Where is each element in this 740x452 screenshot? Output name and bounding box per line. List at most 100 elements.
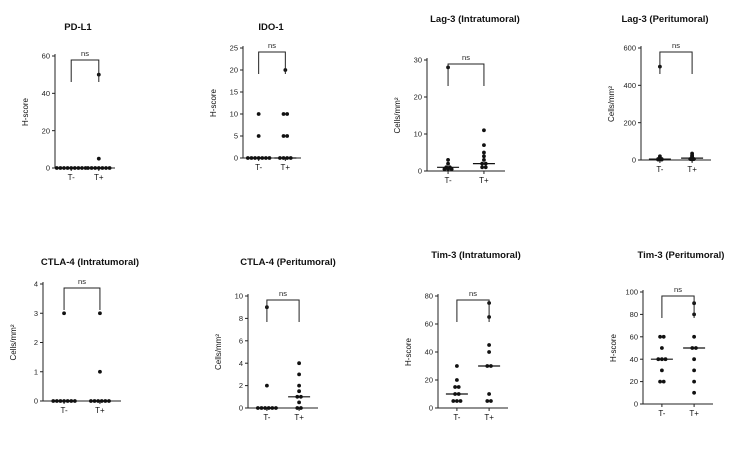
y-tick-label: 40 <box>42 89 50 98</box>
data-point <box>297 383 301 388</box>
x-tick-label: T- <box>263 413 270 422</box>
x-tick-label: T+ <box>294 413 304 422</box>
significance-label: ns <box>268 41 276 50</box>
y-tick-label: 600 <box>623 44 636 53</box>
y-tick-label: 60 <box>42 52 50 61</box>
axis-line <box>54 54 115 169</box>
data-point <box>487 392 491 396</box>
data-point <box>489 399 493 403</box>
y-tick-label: 0 <box>34 397 38 406</box>
data-point <box>54 166 59 170</box>
x-tick-label: T+ <box>687 165 697 174</box>
y-axis-label: Cells/mm² <box>607 86 616 122</box>
chart-title: IDO-1 <box>258 22 284 33</box>
y-axis-label: Cells/mm² <box>214 334 223 370</box>
significance-label: ns <box>672 41 680 50</box>
significance-label: ns <box>81 49 89 58</box>
y-tick-label: 5 <box>234 132 238 141</box>
y-tick-label: 0 <box>429 404 433 413</box>
data-point <box>297 361 301 366</box>
data-point <box>446 158 450 162</box>
y-tick-label: 4 <box>239 359 243 368</box>
significance-label: ns <box>279 289 287 298</box>
data-point <box>285 134 290 138</box>
axis-line <box>642 290 713 405</box>
y-tick-label: 10 <box>235 292 243 301</box>
y-tick-label: 200 <box>623 118 636 127</box>
y-axis-label: H-score <box>609 333 618 362</box>
data-point <box>96 156 101 161</box>
y-tick-label: 0 <box>234 154 238 163</box>
data-point <box>455 399 459 403</box>
significance-bracket <box>70 59 100 82</box>
data-point <box>449 167 454 172</box>
chart-title: Tim-3 (Peritumoral) <box>638 250 725 261</box>
chart-panel: IDO-1 0 5 10 15 20 25 H-score T- T+ ns <box>209 22 301 172</box>
data-point <box>458 399 463 403</box>
chart-title: Lag-3 (Peritumoral) <box>621 14 708 25</box>
data-point <box>480 165 485 170</box>
y-tick-label: 20 <box>230 66 238 75</box>
data-point <box>299 406 303 410</box>
x-tick-label: T- <box>453 413 460 422</box>
x-tick-label: T- <box>656 165 663 174</box>
data-point <box>483 165 488 170</box>
data-point <box>297 389 301 394</box>
y-axis-label: H-score <box>21 97 30 126</box>
chart-panel: Tim-3 (Intratumoral) 0 20 40 60 80 H-score T- T+… <box>404 250 521 422</box>
y-tick-label: 0 <box>46 164 50 173</box>
data-point <box>256 134 261 138</box>
x-tick-label: T- <box>445 176 452 185</box>
y-tick-label: 10 <box>414 130 422 139</box>
data-point <box>62 311 66 316</box>
data-point <box>455 378 459 382</box>
significance-bracket <box>63 287 101 310</box>
y-tick-label: 30 <box>414 56 422 65</box>
significance-bracket <box>258 51 286 74</box>
chart-title: CTLA-4 (Peritumoral) <box>240 257 336 268</box>
data-point <box>692 390 696 395</box>
chart-panel: Lag-3 (Intratumoral) 0 10 20 30 Cells/mm² T- T+… <box>393 14 520 185</box>
y-tick-label: 0 <box>632 156 636 165</box>
y-tick-label: 10 <box>230 110 238 119</box>
significance-label: ns <box>78 277 86 286</box>
data-point <box>297 400 301 405</box>
chart-title: Lag-3 (Intratumoral) <box>430 14 520 25</box>
axis-line <box>437 294 508 409</box>
data-point <box>660 346 664 350</box>
data-point <box>485 399 490 403</box>
axis-line <box>426 58 505 172</box>
significance-label: ns <box>674 285 682 294</box>
data-point <box>660 368 664 373</box>
y-axis-label: H-score <box>209 88 218 117</box>
data-point <box>692 334 696 339</box>
data-point <box>661 334 666 339</box>
y-tick-label: 60 <box>425 320 433 329</box>
chart-title: Tim-3 (Intratumoral) <box>431 250 521 261</box>
data-point <box>285 112 290 116</box>
data-point <box>265 383 269 388</box>
y-tick-label: 0 <box>418 167 422 176</box>
y-tick-label: 20 <box>414 93 422 102</box>
data-point <box>658 334 662 339</box>
data-point <box>455 364 459 368</box>
y-tick-label: 20 <box>42 126 50 135</box>
chart-panel: CTLA-4 (Peritumoral) 0 2 4 6 8 10 Cells/mm² T- T+… <box>214 257 336 422</box>
y-tick-label: 0 <box>239 404 243 413</box>
data-point <box>281 112 286 116</box>
y-tick-label: 20 <box>630 377 638 386</box>
y-tick-label: 2 <box>239 381 243 390</box>
chart-title: PD-L1 <box>64 22 92 33</box>
axis-line <box>242 46 301 159</box>
data-point <box>692 357 696 362</box>
data-point <box>297 372 301 377</box>
significance-bracket <box>447 63 485 86</box>
x-tick-label: T- <box>255 163 262 172</box>
data-point <box>456 385 461 389</box>
significance-bracket <box>266 299 300 322</box>
data-point <box>658 379 662 384</box>
x-tick-label: T+ <box>689 409 699 418</box>
y-tick-label: 2 <box>34 338 38 347</box>
significance-label: ns <box>462 53 470 62</box>
x-tick-label: T+ <box>484 413 494 422</box>
